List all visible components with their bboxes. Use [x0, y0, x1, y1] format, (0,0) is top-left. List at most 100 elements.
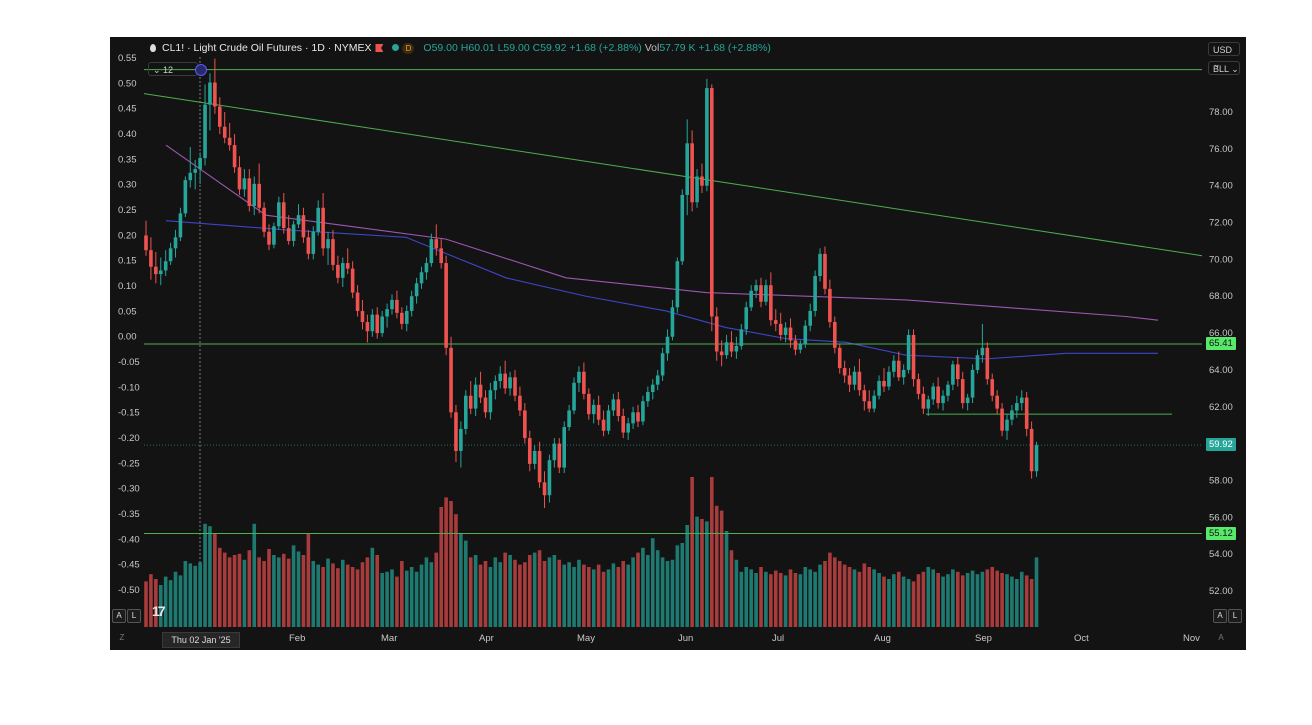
volume-bar — [345, 564, 350, 627]
candle-body — [404, 310, 409, 324]
candle-body — [990, 379, 995, 396]
volume-bar — [158, 585, 163, 627]
volume-bar — [385, 571, 389, 627]
candle-body — [660, 353, 665, 376]
candle-body — [542, 482, 547, 496]
candle-body — [272, 226, 276, 245]
candle-body — [572, 382, 576, 411]
volume-bar — [464, 540, 468, 627]
volume-bar — [321, 567, 325, 627]
candle-body — [449, 347, 453, 413]
volume-bar — [769, 574, 773, 627]
auto-scale-left-button[interactable]: A — [112, 609, 126, 623]
candle-body — [518, 395, 522, 411]
candle-body — [267, 231, 271, 245]
volume-bar — [951, 569, 955, 627]
volume-bar — [1029, 579, 1034, 627]
candle-body — [242, 178, 247, 190]
high-value: H60.01 — [460, 42, 495, 54]
target-circle-icon[interactable] — [195, 64, 207, 76]
last-price-tag: 59.92 — [1206, 438, 1236, 452]
candle-body — [409, 296, 414, 311]
volume-bar — [267, 549, 271, 627]
volume-bar — [788, 569, 793, 627]
volume-bar — [203, 523, 207, 627]
volume-bar — [213, 533, 217, 627]
volume-bar — [803, 567, 808, 627]
volume-bar — [168, 580, 173, 627]
candle-body — [557, 443, 562, 468]
candle-body — [641, 401, 645, 422]
unit-select[interactable]: BLL ⌄ — [1208, 61, 1240, 75]
volume-bar — [449, 501, 453, 627]
volume-bar — [227, 557, 232, 627]
candle-body — [498, 373, 503, 381]
candle-body — [508, 377, 512, 389]
volume-bar — [208, 526, 212, 627]
candle-body — [793, 340, 798, 350]
candle-body — [262, 207, 266, 232]
volume-bar — [960, 575, 965, 627]
currency-select[interactable]: USD ⌄ — [1208, 42, 1240, 69]
right-axis-tick: 74.00 — [1209, 181, 1233, 192]
volume-bar — [222, 552, 227, 627]
candle-body — [803, 325, 808, 345]
candle-body — [434, 239, 439, 249]
volume-bar — [419, 564, 424, 627]
candle-body — [1005, 419, 1009, 431]
volume-bar — [675, 545, 680, 627]
candle-body — [306, 237, 311, 254]
candle-body — [877, 380, 881, 396]
candle-body — [459, 428, 463, 451]
volume-bar — [680, 543, 685, 627]
volume-bar — [173, 571, 178, 627]
auto-scale-right-button[interactable]: A — [1213, 609, 1227, 623]
right-axis-tick: 64.00 — [1209, 365, 1233, 376]
candle-body — [203, 104, 207, 159]
interval-control[interactable]: ⌄ 12 — [148, 62, 207, 76]
volume-bar — [183, 561, 188, 627]
candlestick-chart[interactable]: 0.55 0.50 0.45 0.40 0.35 0.30 0.25 0.20 0.15 0.10… — [110, 37, 1246, 650]
zoom-button[interactable]: Z — [119, 633, 125, 642]
volume-bar — [498, 562, 503, 627]
candle-body — [842, 368, 847, 376]
volume-bar — [773, 570, 778, 627]
candle-body — [478, 384, 483, 398]
volume-bar — [577, 559, 581, 627]
volume-bar — [296, 551, 301, 627]
volume-bar — [714, 505, 719, 627]
log-scale-right-button[interactable]: L — [1228, 609, 1242, 623]
candle-body — [936, 386, 940, 404]
currency-value: USD — [1213, 45, 1233, 55]
symbol-title[interactable]: CL1! · Light Crude Oil Futures · 1D · NY… — [162, 42, 372, 54]
candle-body — [970, 369, 975, 398]
volume-bar — [734, 559, 739, 627]
candle-body — [311, 231, 316, 254]
volume-bar — [847, 567, 852, 627]
candle-body — [710, 88, 714, 317]
volume-bar — [311, 561, 316, 627]
chart-panel[interactable]: 0.55 0.50 0.45 0.40 0.35 0.30 0.25 0.20 0.15 0.10… — [110, 37, 1246, 650]
auto-button[interactable]: A — [1218, 633, 1224, 642]
candle-body — [582, 371, 586, 394]
volume-bar — [434, 552, 439, 627]
candle-body — [464, 395, 468, 429]
volume-bar — [931, 569, 935, 627]
x-axis-tick: Jul — [772, 633, 784, 644]
volume-bar — [562, 564, 566, 627]
candle-body — [562, 427, 566, 468]
candle-body — [173, 237, 178, 249]
left-axis-tick: 0.50 — [118, 78, 137, 89]
crosshair-date-label: Thu 02 Jan '25 — [162, 632, 240, 648]
log-scale-left-button[interactable]: L — [127, 609, 141, 623]
candle-body — [960, 379, 965, 404]
trendline — [143, 93, 1203, 257]
volume-bar — [1015, 579, 1019, 627]
volume-bar — [532, 552, 537, 627]
volume-bar — [341, 559, 345, 627]
flag-icon[interactable] — [375, 44, 384, 52]
volume-bar — [1010, 576, 1014, 627]
candle-body — [941, 395, 945, 404]
volume-bar — [587, 567, 591, 627]
candle-body — [208, 82, 212, 105]
